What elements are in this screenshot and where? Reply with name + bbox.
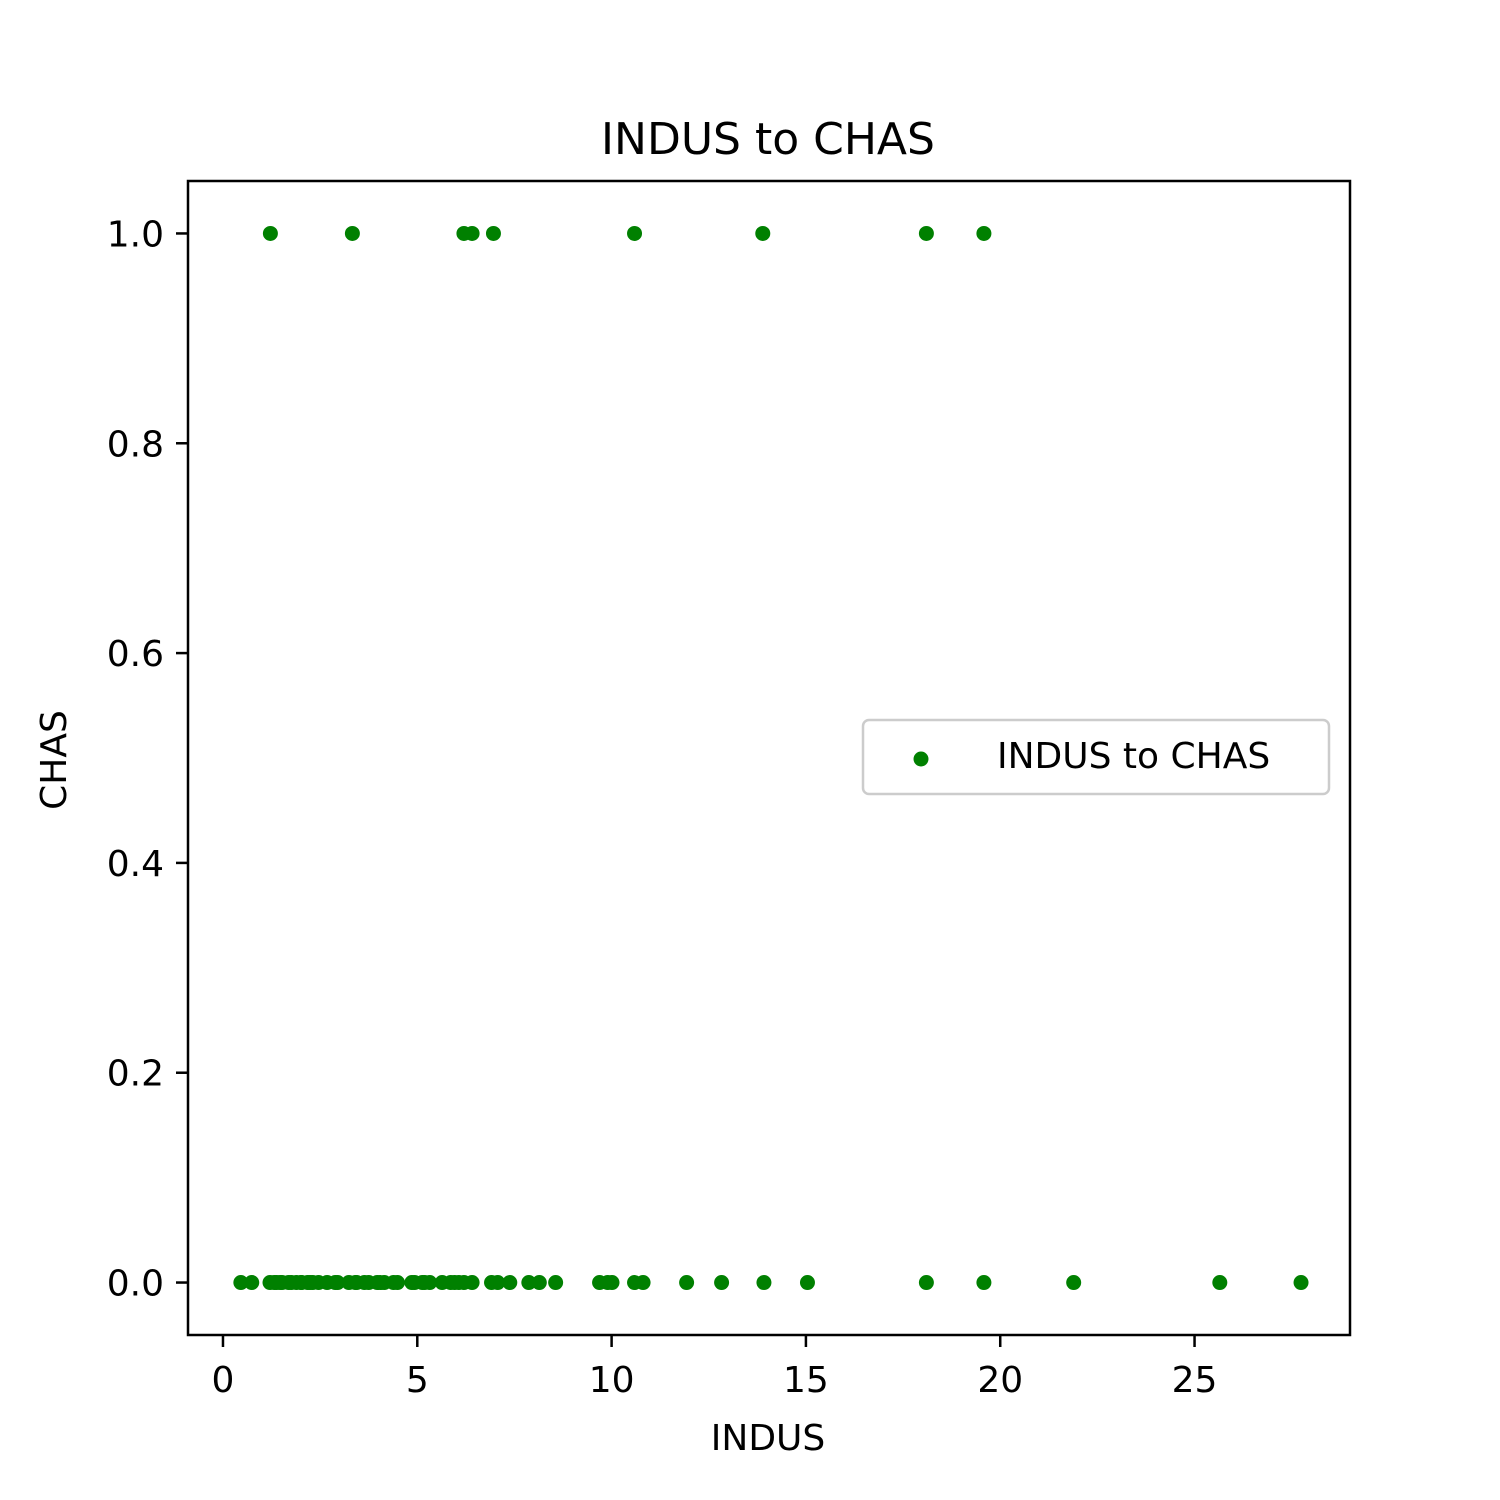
data-point <box>521 1275 537 1291</box>
x-axis-label: INDUS <box>711 1418 825 1459</box>
data-point <box>627 225 643 241</box>
data-point <box>1066 1275 1082 1291</box>
data-point <box>548 1275 564 1291</box>
y-tick-label: 0.0 <box>107 1264 164 1305</box>
data-point <box>485 225 501 241</box>
data-point <box>604 1275 620 1291</box>
data-point <box>976 1275 992 1291</box>
data-point <box>918 1275 934 1291</box>
x-tick-label: 20 <box>977 1360 1023 1401</box>
data-point <box>422 1275 438 1291</box>
x-axis-ticks: 0 5 10 15 20 25 <box>212 1335 1218 1401</box>
data-point <box>755 225 771 241</box>
y-axis-label: CHAS <box>34 710 75 810</box>
plot-frame <box>186 179 1352 1337</box>
data-point <box>799 1275 815 1291</box>
legend: INDUS to CHAS <box>861 718 1331 796</box>
data-point <box>330 1275 346 1291</box>
x-tick-label: 10 <box>589 1360 635 1401</box>
data-point <box>502 1275 518 1291</box>
data-point <box>635 1275 651 1291</box>
y-tick-label: 0.6 <box>107 634 164 675</box>
data-point <box>233 1275 249 1291</box>
x-tick-label: 5 <box>406 1360 429 1401</box>
y-tick-label: 0.2 <box>107 1054 164 1095</box>
y-tick-label: 1.0 <box>107 214 164 255</box>
data-point <box>262 225 278 241</box>
legend-label: INDUS to CHAS <box>997 736 1270 777</box>
x-tick-label: 0 <box>212 1360 235 1401</box>
data-point <box>344 225 360 241</box>
y-tick-label: 0.4 <box>107 844 164 885</box>
points-layer <box>233 225 1309 1291</box>
data-point <box>464 1275 480 1291</box>
data-point <box>756 1275 772 1291</box>
data-point <box>714 1275 730 1291</box>
data-point <box>1293 1275 1309 1291</box>
chart-title: INDUS to CHAS <box>601 114 935 165</box>
x-tick-label: 15 <box>783 1360 829 1401</box>
data-point <box>531 1275 547 1291</box>
data-point <box>389 1275 405 1291</box>
legend-box <box>861 718 1331 796</box>
data-point <box>244 1275 260 1291</box>
x-tick-label: 25 <box>1172 1360 1218 1401</box>
data-point <box>490 1275 506 1291</box>
data-point <box>918 225 934 241</box>
data-point <box>464 225 480 241</box>
y-tick-label: 0.8 <box>107 424 164 465</box>
data-point <box>679 1275 695 1291</box>
legend-marker <box>913 751 929 767</box>
data-point <box>976 225 992 241</box>
y-axis-ticks: 0.0 0.2 0.4 0.6 0.8 1.0 <box>107 214 188 1305</box>
data-point <box>1212 1275 1228 1291</box>
